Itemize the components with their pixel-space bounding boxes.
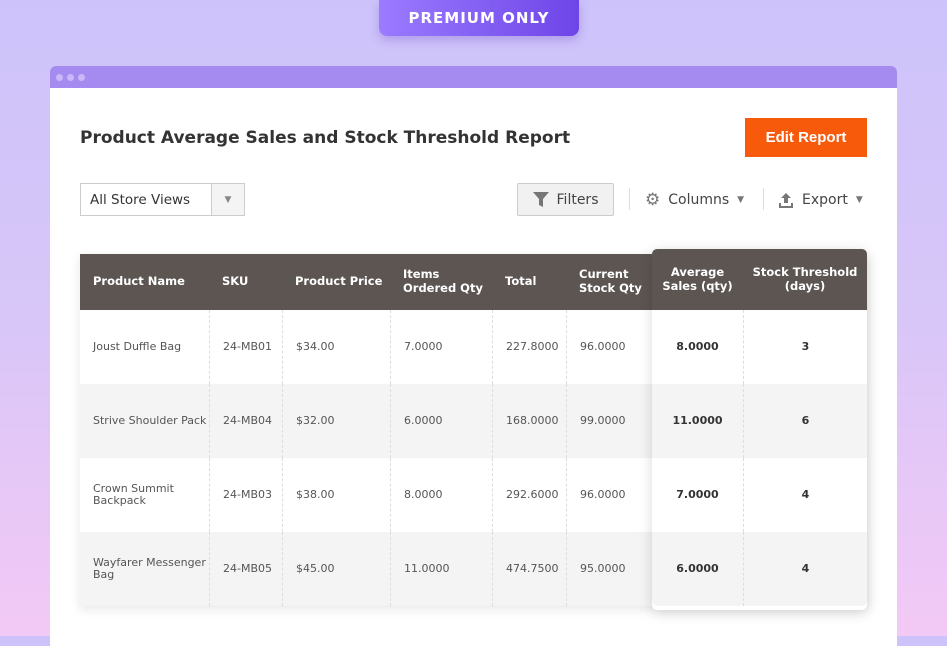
column-header-total[interactable]: Total [492, 254, 566, 310]
page-title: Product Average Sales and Stock Threshol… [80, 128, 571, 148]
divider [629, 188, 630, 210]
column-header-items-ordered-qty[interactable]: Items Ordered Qty [390, 254, 492, 310]
cell-average-sales-qty: 7.0000 [676, 487, 719, 501]
window-dot-icon [56, 73, 63, 81]
window-dot-icon [67, 73, 74, 81]
upload-icon [779, 192, 793, 208]
report-window: Product Average Sales and Stock Threshol… [50, 66, 897, 646]
chevron-down-icon: ▼ [737, 194, 745, 205]
column-header-product-name[interactable]: Product Name [80, 254, 209, 310]
cell-sku: 24-MB03 [209, 458, 282, 532]
cell-current-stock-qty: 95.0000 [566, 532, 652, 606]
chevron-down-icon[interactable]: ▼ [211, 184, 244, 215]
export-dropdown[interactable]: Export ▼ [778, 183, 863, 216]
filters-label: Filters [556, 191, 599, 208]
highlight-columns: Average Sales (qty) Stock Threshold (days… [652, 249, 867, 610]
cell-items-ordered-qty: 6.0000 [390, 384, 492, 458]
column-header-stock-threshold-days[interactable]: Stock Threshold (days) [743, 249, 867, 310]
cell-average-sales-qty: 11.0000 [652, 384, 743, 458]
cell-average-sales-qty: 8.0000 [676, 339, 719, 353]
window-titlebar [50, 66, 897, 88]
cell-current-stock-qty: 96.0000 [566, 310, 652, 384]
cell-stock-threshold-days: 4 [743, 532, 867, 606]
cell-product-price: $38.00 [282, 458, 390, 532]
cell-product-price: $45.00 [282, 532, 390, 606]
premium-badge: PREMIUM ONLY [379, 0, 579, 36]
cell-current-stock-qty: 99.0000 [566, 384, 652, 458]
export-label: Export [802, 191, 848, 208]
column-header-sku[interactable]: SKU [209, 254, 282, 310]
filters-button[interactable]: Filters [517, 183, 614, 216]
cell-items-ordered-qty: 8.0000 [390, 458, 492, 532]
cell-average-sales-qty: 6.0000 [652, 532, 743, 606]
cell-stock-threshold-days: 6 [743, 384, 867, 458]
cell-stock-threshold-days: 4 [743, 458, 867, 532]
store-view-select[interactable]: All Store Views ▼ [80, 183, 245, 216]
cell-total: 168.0000 [492, 384, 566, 458]
cell-sku: 24-MB05 [209, 532, 282, 606]
cell-sku: 24-MB01 [209, 310, 282, 384]
cell-total: 474.7500 [492, 532, 566, 606]
cell-total: 227.8000 [492, 310, 566, 384]
filter-icon [532, 192, 549, 207]
cell-total: 292.6000 [492, 458, 566, 532]
columns-dropdown[interactable]: ⚙ Columns ▼ [645, 183, 744, 216]
chevron-down-icon: ▼ [855, 194, 863, 205]
cell-product-name: Strive Shoulder Pack [80, 384, 209, 458]
cell-product-name: Joust Duffle Bag [93, 339, 182, 353]
divider [763, 188, 764, 210]
cell-stock-threshold-days: 3 [743, 310, 867, 384]
column-header-average-sales-qty[interactable]: Average Sales (qty) [652, 249, 743, 310]
cell-items-ordered-qty: 7.0000 [390, 310, 492, 384]
gear-icon: ⚙ [645, 189, 661, 210]
cell-sku: 24-MB04 [209, 384, 282, 458]
cell-current-stock-qty: 96.0000 [566, 458, 652, 532]
column-header-product-price[interactable]: Product Price [282, 254, 390, 310]
cell-product-price: $34.00 [282, 310, 390, 384]
columns-label: Columns [668, 191, 730, 208]
column-header-current-stock-qty[interactable]: Current Stock Qty [566, 254, 652, 310]
cell-product-name: Wayfarer Messenger Bag [80, 532, 209, 606]
cell-product-price: $32.00 [282, 384, 390, 458]
edit-report-button[interactable]: Edit Report [745, 118, 867, 157]
cell-items-ordered-qty: 11.0000 [390, 532, 492, 606]
window-dot-icon [78, 73, 85, 81]
store-view-value: All Store Views [90, 191, 191, 208]
cell-product-name: Crown Summit Backpack [93, 481, 174, 507]
